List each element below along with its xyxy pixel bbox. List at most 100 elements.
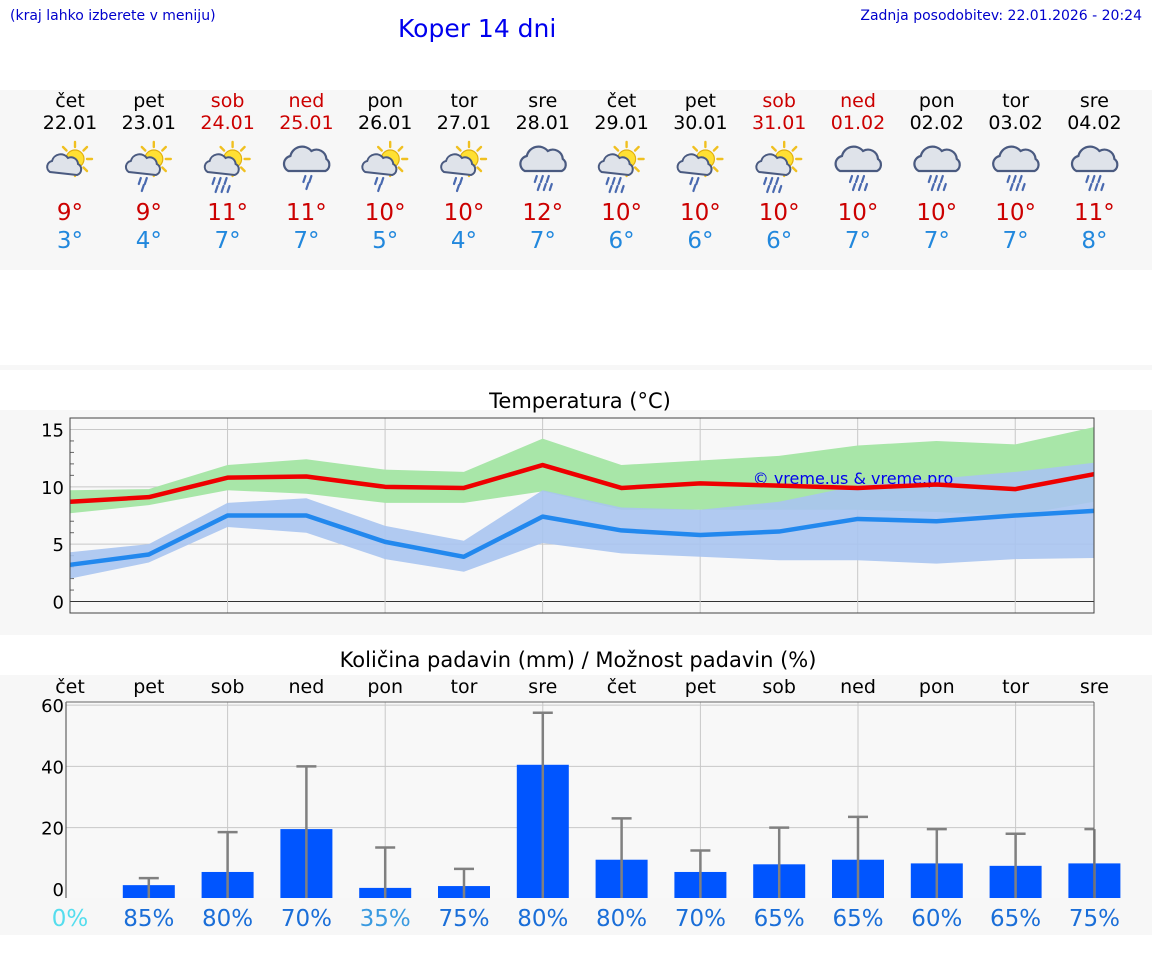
day-name: ned bbox=[289, 90, 325, 112]
max-temperature: 12° bbox=[522, 200, 563, 226]
max-temperature: 10° bbox=[680, 200, 721, 226]
precipitation-y-tick: 20 bbox=[41, 819, 64, 840]
min-temperature: 7° bbox=[924, 228, 950, 254]
max-temperature: 10° bbox=[365, 200, 406, 226]
precipitation-probability: 75% bbox=[438, 906, 489, 932]
precipitation-probability: 0% bbox=[52, 906, 89, 932]
min-temperature: 7° bbox=[1003, 228, 1029, 254]
sun-cloud-heavy-rain-icon bbox=[755, 140, 803, 194]
sun-cloud-rain-icon bbox=[676, 140, 724, 193]
max-temperature: 10° bbox=[995, 200, 1036, 226]
precipitation-day-label: pon bbox=[367, 676, 403, 698]
precipitation-probability: 70% bbox=[281, 906, 332, 932]
precipitation-day-label: sob bbox=[762, 676, 796, 698]
day-name: sob bbox=[762, 90, 796, 112]
min-temperature: 7° bbox=[530, 228, 556, 254]
cloud-rain-icon bbox=[282, 145, 331, 191]
day-name: tor bbox=[1002, 90, 1029, 112]
tmin-line bbox=[69, 508, 1095, 568]
day-date: 01.02 bbox=[831, 112, 885, 134]
min-temperature: 6° bbox=[609, 228, 635, 254]
day-name: sre bbox=[1080, 90, 1109, 112]
temperature-chart-title: Temperatura (°C) bbox=[488, 389, 671, 413]
max-temperature: 10° bbox=[759, 200, 800, 226]
day-name: ned bbox=[840, 90, 876, 112]
precipitation-probability: 70% bbox=[675, 906, 726, 932]
day-date: 30.01 bbox=[673, 112, 727, 134]
sun-cloud-rain-icon bbox=[361, 140, 409, 193]
partly-sunny-cloud-icon bbox=[46, 140, 94, 178]
max-temperature: 11° bbox=[1074, 200, 1115, 226]
precipitation-day-label: tor bbox=[1002, 676, 1029, 698]
day-name: pon bbox=[919, 90, 955, 112]
min-temperature: 5° bbox=[372, 228, 398, 254]
location-hint: (kraj lahko izberete v meniju) bbox=[10, 8, 216, 24]
day-date: 23.01 bbox=[122, 112, 176, 134]
day-name: pet bbox=[133, 90, 164, 112]
page-title: Koper 14 dni bbox=[398, 14, 557, 43]
sun-cloud-heavy-rain-icon bbox=[597, 140, 645, 194]
precipitation-day-label: pon bbox=[919, 676, 955, 698]
precipitation-chart-title: Količina padavin (mm) / Možnost padavin … bbox=[340, 648, 817, 672]
min-temperature: 7° bbox=[845, 228, 871, 254]
day-date: 27.01 bbox=[437, 112, 491, 134]
day-date: 31.01 bbox=[752, 112, 806, 134]
forecast-band bbox=[0, 90, 1152, 270]
min-temperature: 3° bbox=[57, 228, 83, 254]
sun-cloud-heavy-rain-icon bbox=[203, 140, 251, 194]
min-temperature: 7° bbox=[293, 228, 319, 254]
max-temperature: 11° bbox=[207, 200, 248, 226]
precipitation-probability: 65% bbox=[990, 906, 1041, 932]
max-temperature: 11° bbox=[286, 200, 327, 226]
day-date: 28.01 bbox=[516, 112, 570, 134]
day-date: 29.01 bbox=[594, 112, 648, 134]
cloud-heavy-rain-icon bbox=[519, 145, 567, 192]
precipitation-probability: 75% bbox=[1069, 906, 1120, 932]
day-name: čet bbox=[55, 90, 85, 112]
day-date: 03.02 bbox=[988, 112, 1042, 134]
day-name: pon bbox=[367, 90, 403, 112]
day-date: 24.01 bbox=[200, 112, 254, 134]
cloud-heavy-rain-icon bbox=[834, 145, 883, 192]
day-date: 25.01 bbox=[279, 112, 333, 134]
min-temperature: 7° bbox=[215, 228, 241, 254]
precipitation-day-label: ned bbox=[840, 676, 876, 698]
cloud-heavy-rain-icon bbox=[1070, 145, 1119, 192]
precipitation-probability: 80% bbox=[202, 906, 253, 932]
precipitation-day-label: sob bbox=[211, 676, 245, 698]
precipitation-day-label: čet bbox=[55, 676, 85, 698]
last-update: Zadnja posodobitev: 22.01.2026 - 20:24 bbox=[860, 8, 1142, 24]
precipitation-y-tick: 40 bbox=[41, 757, 64, 778]
min-temperature: 8° bbox=[1081, 228, 1107, 254]
precipitation-day-label: pet bbox=[133, 676, 164, 698]
temperature-y-tick: 10 bbox=[41, 478, 64, 499]
temperature-y-tick: 0 bbox=[53, 593, 64, 614]
day-date: 22.01 bbox=[43, 112, 97, 134]
min-temperature: 6° bbox=[766, 228, 792, 254]
precipitation-day-label: čet bbox=[607, 676, 637, 698]
day-name: čet bbox=[607, 90, 637, 112]
precipitation-probability: 80% bbox=[517, 906, 568, 932]
band-separator bbox=[0, 365, 1152, 370]
min-temperature: 4° bbox=[136, 228, 162, 254]
precipitation-y-tick: 60 bbox=[41, 696, 64, 717]
day-date: 04.02 bbox=[1067, 112, 1121, 134]
min-temperature: 6° bbox=[687, 228, 713, 254]
day-date: 02.02 bbox=[910, 112, 964, 134]
max-temperature: 9° bbox=[57, 200, 83, 226]
day-name: sob bbox=[211, 90, 245, 112]
tmax-line bbox=[69, 462, 1095, 504]
cloud-heavy-rain-icon bbox=[913, 145, 961, 192]
